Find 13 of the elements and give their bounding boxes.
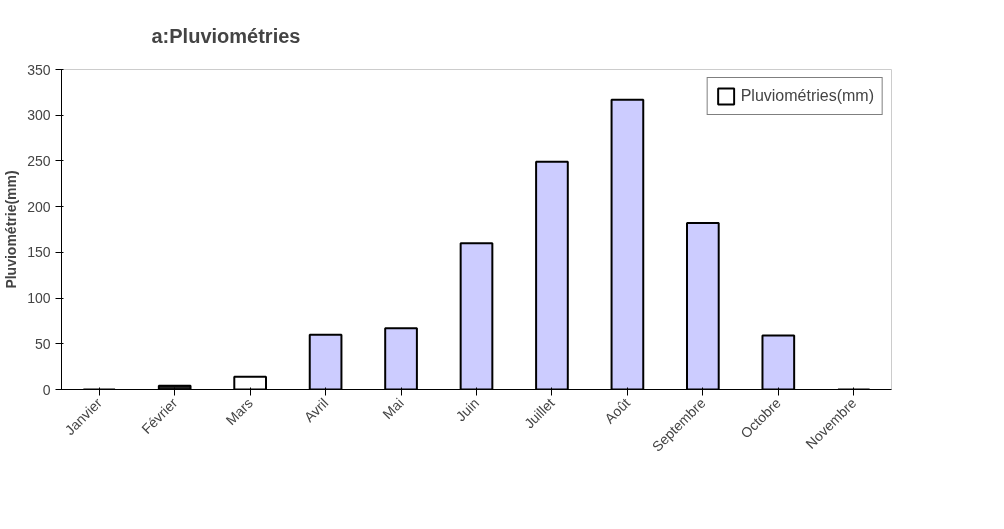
legend-label: Pluviométries(mm) [740,87,874,105]
chart-title: a:Pluviométries [151,25,301,47]
y-tick-label: 300 [27,107,51,124]
y-axis-title: Pluviométrie(mm) [3,170,20,289]
y-tick-label: 350 [27,61,51,78]
y-tick-label: 250 [27,152,51,169]
x-tick-label: Juin [452,394,483,425]
y-tick-label: 100 [27,290,51,307]
x-tick-label: Mai [379,394,407,423]
y-tick-label: 50 [34,335,51,352]
y-tick-label: 150 [27,244,51,261]
y-tick-label: 0 [42,381,51,398]
y-tick-label: 200 [27,198,51,215]
